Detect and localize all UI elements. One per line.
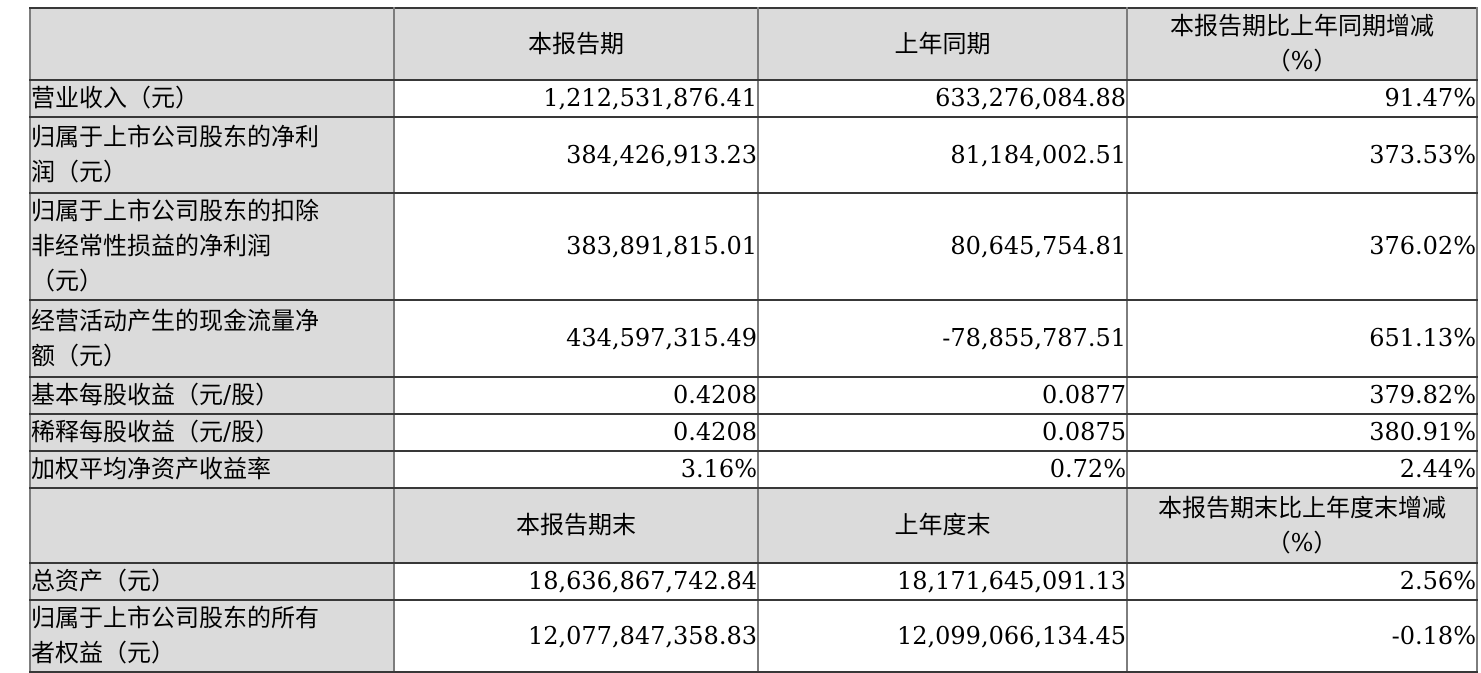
header-period-end-change: 本报告期末比上年度末增减 （%） [1127, 488, 1478, 564]
value-prior: 0.0875 [758, 414, 1128, 452]
value-prior: 0.0877 [758, 377, 1128, 415]
value-current: 1,212,531,876.41 [394, 80, 759, 118]
row-label: 归属于上市公司股东的净利 润（元） [30, 117, 395, 194]
value-change: 91.47% [1127, 80, 1478, 118]
table-row-operating-revenue: 营业收入（元） 1,212,531,876.41 633,276,084.88 … [30, 80, 1478, 118]
row-label: 经营活动产生的现金流量净 额（元） [30, 300, 395, 378]
table-row-operating-cash-flow: 经营活动产生的现金流量净 额（元） 434,597,315.49 -78,855… [30, 300, 1478, 378]
value-change: -0.18% [1127, 600, 1478, 673]
value-change: 376.02% [1127, 193, 1478, 301]
header-current-period-end: 本报告期末 [394, 488, 759, 564]
row-label: 归属于上市公司股东的扣除 非经常性损益的净利润 （元） [30, 193, 395, 301]
row-label: 总资产（元） [30, 563, 395, 601]
table-row-weighted-avg-roe: 加权平均净资产收益率 3.16% 0.72% 2.44% [30, 451, 1478, 489]
table-row-net-profit-excl-nonrecurring: 归属于上市公司股东的扣除 非经常性损益的净利润 （元） 383,891,815.… [30, 193, 1478, 301]
value-change: 380.91% [1127, 414, 1478, 452]
value-change: 373.53% [1127, 117, 1478, 194]
value-prior: -78,855,787.51 [758, 300, 1128, 378]
header-corner-cell [30, 8, 395, 81]
value-current: 383,891,815.01 [394, 193, 759, 301]
value-current: 18,636,867,742.84 [394, 563, 759, 601]
table-row-basic-eps: 基本每股收益（元/股） 0.4208 0.0877 379.82% [30, 377, 1478, 415]
value-change: 2.44% [1127, 451, 1478, 489]
value-prior: 80,645,754.81 [758, 193, 1128, 301]
value-prior: 81,184,002.51 [758, 117, 1128, 194]
value-current: 0.4208 [394, 414, 759, 452]
table-row-shareholders-equity: 归属于上市公司股东的所有 者权益（元） 12,077,847,358.83 12… [30, 600, 1478, 673]
value-prior: 0.72% [758, 451, 1128, 489]
value-prior: 18,171,645,091.13 [758, 563, 1128, 601]
table-row-net-profit: 归属于上市公司股东的净利 润（元） 384,426,913.23 81,184,… [30, 117, 1478, 194]
header-current-period: 本报告期 [394, 8, 759, 81]
header-period-change: 本报告期比上年同期增减 （%） [1127, 8, 1478, 81]
value-change: 2.56% [1127, 563, 1478, 601]
value-change: 379.82% [1127, 377, 1478, 415]
financial-summary-table: 本报告期 上年同期 本报告期比上年同期增减 （%） 营业收入（元） 1,212,… [29, 7, 1478, 673]
value-current: 12,077,847,358.83 [394, 600, 759, 673]
table-row-total-assets: 总资产（元） 18,636,867,742.84 18,171,645,091.… [30, 563, 1478, 601]
row-label: 稀释每股收益（元/股） [30, 414, 395, 452]
row-label: 加权平均净资产收益率 [30, 451, 395, 489]
period-header-row: 本报告期 上年同期 本报告期比上年同期增减 （%） [30, 8, 1478, 81]
table-row-diluted-eps: 稀释每股收益（元/股） 0.4208 0.0875 380.91% [30, 414, 1478, 452]
value-prior: 633,276,084.88 [758, 80, 1128, 118]
row-label: 营业收入（元） [30, 80, 395, 118]
row-label: 基本每股收益（元/股） [30, 377, 395, 415]
period-end-header-row: 本报告期末 上年度末 本报告期末比上年度末增减 （%） [30, 488, 1478, 564]
value-current: 434,597,315.49 [394, 300, 759, 378]
value-prior: 12,099,066,134.45 [758, 600, 1128, 673]
value-change: 651.13% [1127, 300, 1478, 378]
value-current: 3.16% [394, 451, 759, 489]
header-prior-period: 上年同期 [758, 8, 1128, 81]
value-current: 0.4208 [394, 377, 759, 415]
header-prior-year-end: 上年度末 [758, 488, 1128, 564]
header-corner-cell [30, 488, 395, 564]
value-current: 384,426,913.23 [394, 117, 759, 194]
row-label: 归属于上市公司股东的所有 者权益（元） [30, 600, 395, 673]
